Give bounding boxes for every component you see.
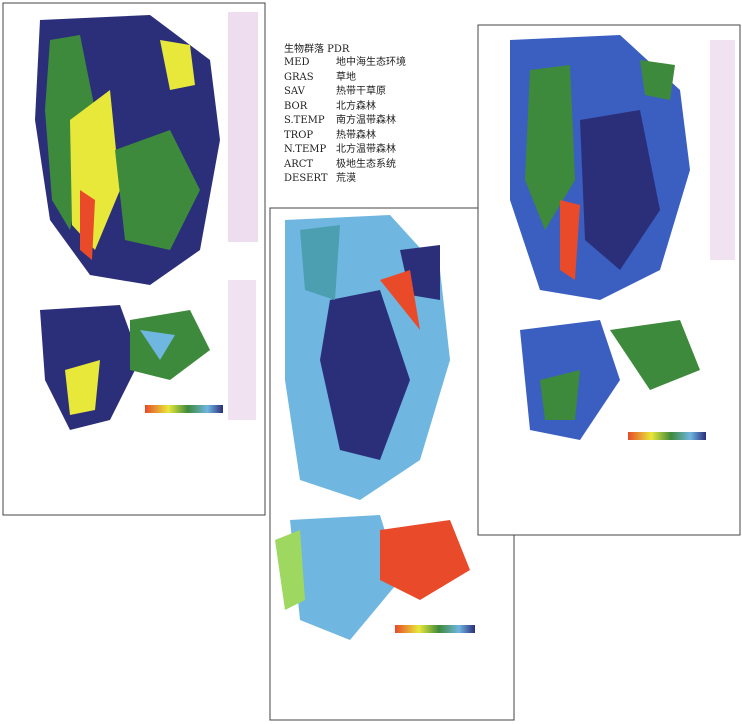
color-ramp [145, 405, 223, 413]
legend-code: N.TEMP [284, 143, 336, 158]
legend-name: 极地生态系统 [336, 158, 396, 173]
legend-code: GRAS [284, 71, 336, 86]
legend-name: 草地 [336, 71, 356, 86]
legend-title: 生物群落 PDR [284, 40, 474, 56]
biome [300, 225, 340, 300]
legend-code: TROP [284, 129, 336, 144]
legend-code: ARCT [284, 158, 336, 173]
legend-name: 荒漠 [336, 172, 356, 187]
legend-name: 热带干草原 [336, 85, 386, 100]
color-ramp [628, 432, 706, 440]
margin-strip [710, 40, 735, 260]
biome [640, 60, 675, 100]
legend-code: DESERT [284, 172, 336, 187]
legend-code: MED [284, 56, 336, 71]
legend-name: 南方温带森林 [336, 114, 396, 129]
page: 生物群落 PDR MED地中海生态环境GRAS草地SAV热带干草原BOR北方森林… [0, 0, 742, 724]
margin-strip [228, 12, 258, 242]
legend-code: BOR [284, 100, 336, 115]
legend-name: 地中海生态环境 [336, 56, 406, 71]
legend-code: S.TEMP [284, 114, 336, 129]
legend-code: SAV [284, 85, 336, 100]
legend-name: 北方森林 [336, 100, 376, 115]
color-ramp [395, 625, 475, 633]
legend-name: 热带森林 [336, 129, 376, 144]
margin-strip [228, 280, 256, 420]
legend-name: 北方温带森林 [336, 143, 396, 158]
